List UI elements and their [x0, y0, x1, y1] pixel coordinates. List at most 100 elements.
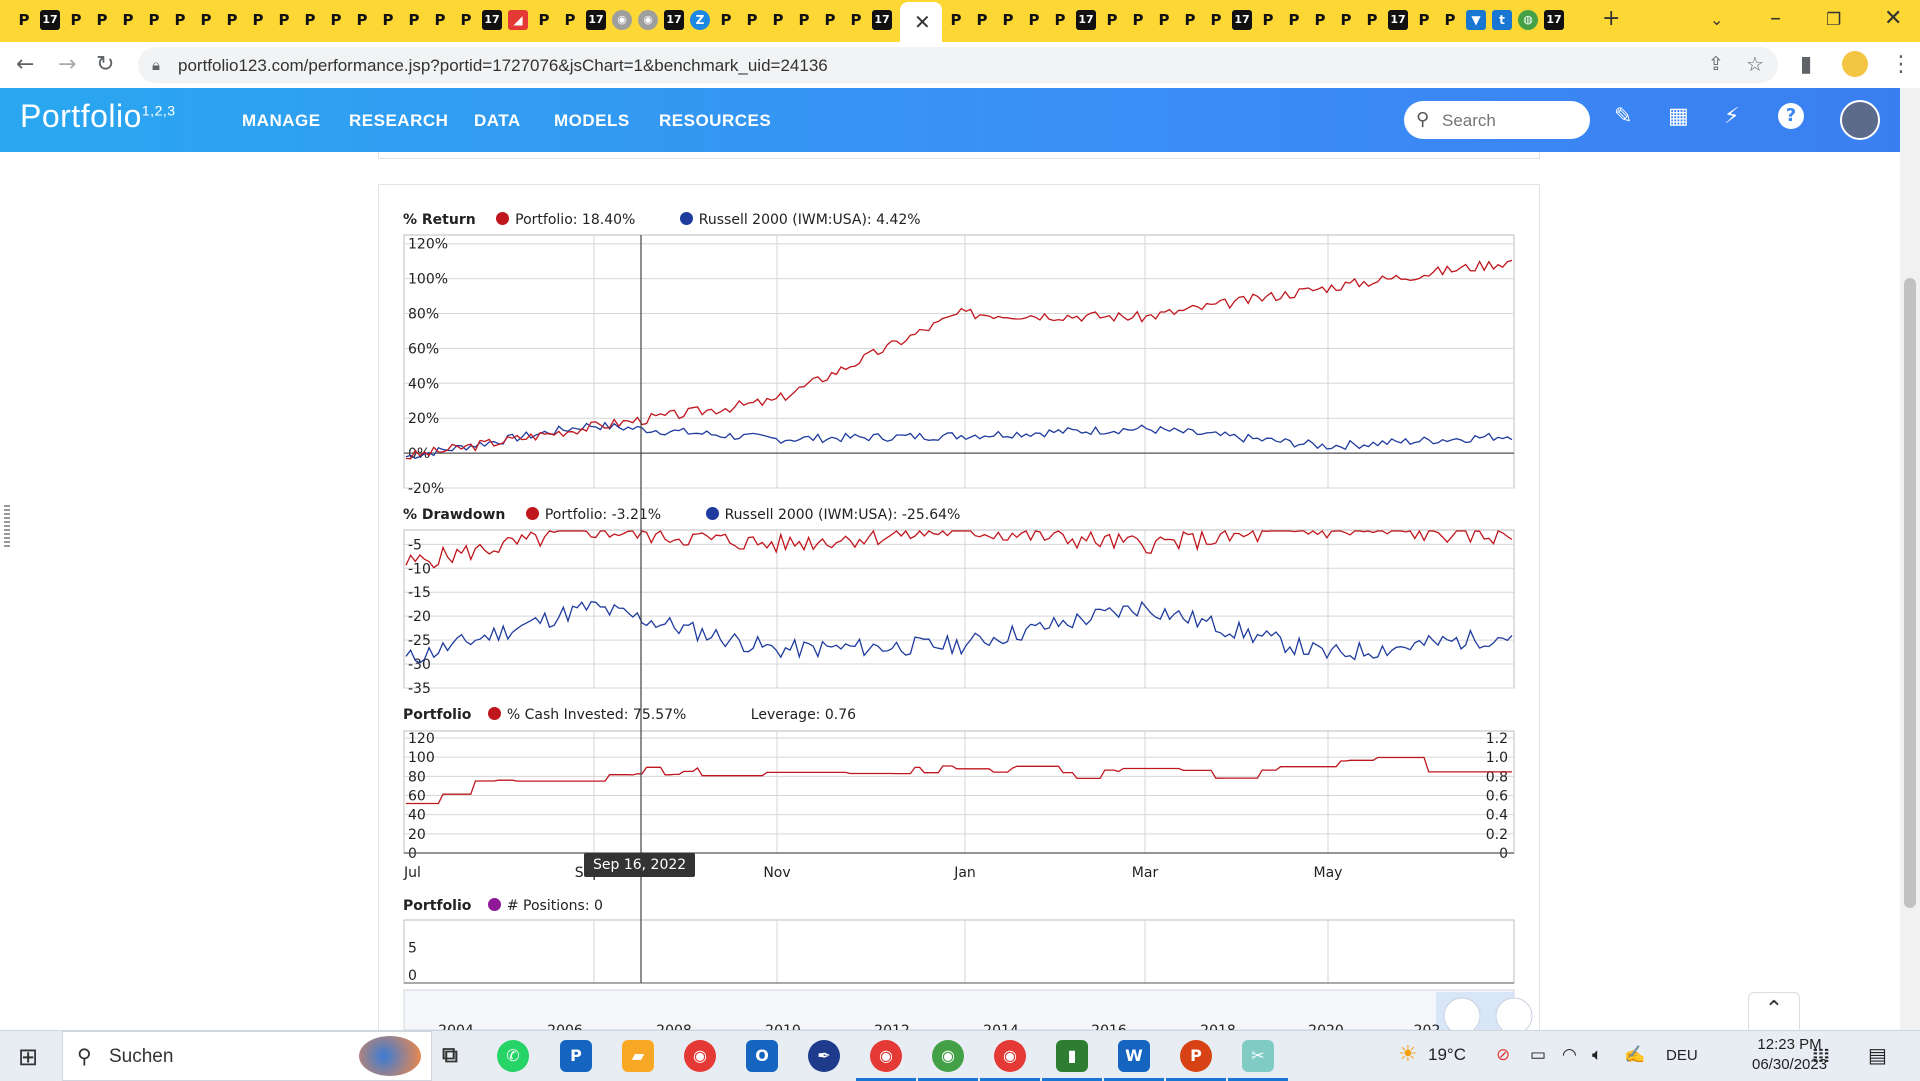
browser-tab-favicon[interactable]: P: [1028, 11, 1040, 29]
browser-tab-favicon[interactable]: P: [1158, 11, 1170, 29]
browser-tab-favicon[interactable]: P: [434, 11, 446, 29]
browser-tab-favicon[interactable]: P: [356, 11, 368, 29]
url-field[interactable]: 🔒︎ portfolio123.com/performance.jsp?port…: [138, 47, 1778, 83]
browser-tab-favicon[interactable]: P: [1340, 11, 1352, 29]
browser-tab-favicon[interactable]: Z: [690, 10, 710, 30]
back-icon[interactable]: ←: [16, 52, 35, 77]
browser-tab-favicon[interactable]: P: [408, 11, 420, 29]
browser-tab-favicon[interactable]: P: [1366, 11, 1378, 29]
system-clock[interactable]: 12:23 PM 06/30/2023: [1752, 1035, 1827, 1075]
browser-tab-favicon[interactable]: 17: [1388, 10, 1408, 30]
browser-tab-favicon[interactable]: P: [746, 11, 758, 29]
browser-tab-favicon[interactable]: 17: [586, 10, 606, 30]
taskbar-search[interactable]: ⚲ Suchen: [62, 1031, 432, 1081]
browser-menu-icon[interactable]: ⋮: [1890, 52, 1912, 77]
powerpoint-icon[interactable]: P: [1180, 1040, 1212, 1072]
lock-icon[interactable]: 🔒︎: [152, 56, 160, 74]
browser-tab-favicon[interactable]: P: [460, 11, 472, 29]
browser-tab-favicon[interactable]: P: [174, 11, 186, 29]
menu-manage[interactable]: MANAGE: [242, 111, 321, 130]
resize-grip[interactable]: [4, 505, 10, 549]
help-icon[interactable]: ?: [1778, 103, 1804, 129]
notification-tray-icon[interactable]: ⊘: [1496, 1045, 1511, 1064]
browser-tab-favicon[interactable]: P: [950, 11, 962, 29]
scrollbar-thumb[interactable]: [1904, 278, 1916, 908]
browser-tab-favicon[interactable]: P: [1210, 11, 1222, 29]
chrome-active-icon[interactable]: ◉: [870, 1040, 902, 1072]
browser-tab-favicon[interactable]: 17: [1232, 10, 1252, 30]
weather-temp[interactable]: 19°C: [1428, 1045, 1466, 1064]
whatsapp-icon[interactable]: ✆: [497, 1040, 529, 1072]
browser-tab-favicon[interactable]: P: [1132, 11, 1144, 29]
weather-icon[interactable]: ☀: [1398, 1041, 1418, 1066]
profile-icon[interactable]: [1842, 51, 1868, 77]
menu-resources[interactable]: RESOURCES: [659, 111, 772, 130]
maximize-icon[interactable]: ❐: [1826, 10, 1842, 30]
browser-tab-favicon[interactable]: P: [824, 11, 836, 29]
site-search[interactable]: ⚲: [1404, 101, 1590, 139]
legend-benchmark-drawdown[interactable]: Russell 2000 (IWM:USA): -25.64%: [705, 507, 960, 523]
browser-tab-favicon[interactable]: 17: [40, 10, 60, 30]
browser-tab-favicon[interactable]: P: [720, 11, 732, 29]
close-tab-icon[interactable]: ✕: [914, 10, 931, 34]
menu-research[interactable]: RESEARCH: [349, 111, 449, 130]
active-tab[interactable]: ✕: [900, 2, 942, 42]
browser-tab-favicon[interactable]: ◢: [508, 10, 528, 30]
snipping-tool-icon[interactable]: ✂: [1242, 1040, 1274, 1072]
wifi-icon[interactable]: ◠: [1562, 1045, 1577, 1064]
minimize-icon[interactable]: –: [1770, 6, 1781, 31]
browser-tab-favicon[interactable]: 17: [482, 10, 502, 30]
site-logo[interactable]: Portfolio1,2,3: [20, 98, 176, 135]
browser-tab-favicon[interactable]: P: [382, 11, 394, 29]
menu-data[interactable]: DATA: [474, 111, 521, 130]
forward-icon[interactable]: →: [58, 52, 77, 77]
performance-charts[interactable]: 120%100%80%60%40%20%0%-20%-5-10-15-20-25…: [0, 0, 1920, 1030]
volume-icon[interactable]: 🔈︎: [1592, 1045, 1603, 1064]
browser-tab-favicon[interactable]: P: [1262, 11, 1274, 29]
browser-tab-favicon[interactable]: P: [70, 11, 82, 29]
browser-tab-favicon[interactable]: P: [1106, 11, 1118, 29]
close-window-icon[interactable]: ✕: [1884, 6, 1903, 31]
browser-tab-favicon[interactable]: ◍: [1518, 10, 1538, 30]
browser-tab-favicon[interactable]: P: [252, 11, 264, 29]
tab-search-icon[interactable]: ⌄: [1710, 10, 1724, 29]
browser-tab-favicon[interactable]: P: [200, 11, 212, 29]
search-input[interactable]: [1440, 108, 1584, 134]
browser-tab-favicon[interactable]: t: [1492, 10, 1512, 30]
browser-tab-favicon[interactable]: ◉: [638, 10, 658, 30]
file-explorer-icon[interactable]: ▰: [622, 1040, 654, 1072]
browser-tab-favicon[interactable]: P: [122, 11, 134, 29]
browser-tab-favicon[interactable]: P: [1314, 11, 1326, 29]
action-center-icon[interactable]: ▤: [1868, 1045, 1887, 1067]
browser-tab-favicon[interactable]: P: [538, 11, 550, 29]
word-icon[interactable]: W: [1118, 1040, 1150, 1072]
browser-tab-favicon[interactable]: P: [1002, 11, 1014, 29]
chrome-profile-3-icon[interactable]: ◉: [994, 1040, 1026, 1072]
reload-icon[interactable]: ↻: [96, 52, 115, 77]
browser-tab-favicon[interactable]: P: [1054, 11, 1066, 29]
windows-start-icon[interactable]: ⊞: [18, 1043, 39, 1071]
browser-tab-favicon[interactable]: ▼: [1466, 10, 1486, 30]
browser-tab-favicon[interactable]: P: [1418, 11, 1430, 29]
browser-tab-favicon[interactable]: P: [564, 11, 576, 29]
browser-tab-favicon[interactable]: 17: [1544, 10, 1564, 30]
bookmark-star-icon[interactable]: ☆: [1746, 52, 1764, 76]
scroll-to-top-button[interactable]: ⌃: [1748, 992, 1800, 1031]
app-feather-icon[interactable]: ✒: [808, 1040, 840, 1072]
browser-tab-favicon[interactable]: P: [798, 11, 810, 29]
browser-tab-favicon[interactable]: P: [304, 11, 316, 29]
browser-tab-favicon[interactable]: 17: [664, 10, 684, 30]
browser-tab-favicon[interactable]: P: [96, 11, 108, 29]
browser-tab-favicon[interactable]: P: [278, 11, 290, 29]
publisher-icon[interactable]: P: [560, 1040, 592, 1072]
page-scrollbar[interactable]: [1900, 88, 1920, 1030]
chart-app-icon[interactable]: ▮: [1056, 1040, 1088, 1072]
language-indicator[interactable]: DEU: [1666, 1047, 1698, 1064]
browser-tab-favicon[interactable]: P: [18, 11, 30, 29]
legend-positions[interactable]: # Positions: 0: [487, 898, 603, 914]
battery-icon[interactable]: ▭: [1530, 1045, 1547, 1064]
browser-tab-favicon[interactable]: 17: [1076, 10, 1096, 30]
browser-tab-favicon[interactable]: P: [976, 11, 988, 29]
user-avatar[interactable]: [1840, 100, 1880, 140]
task-view-icon[interactable]: ⧉: [442, 1043, 458, 1068]
